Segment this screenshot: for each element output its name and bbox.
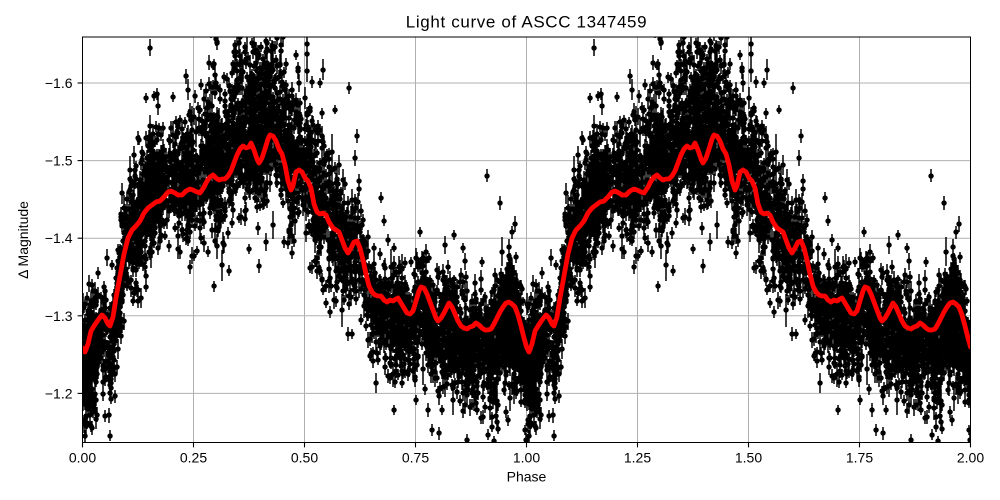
svg-text:2.00: 2.00 bbox=[957, 450, 984, 466]
svg-text:0.25: 0.25 bbox=[180, 450, 207, 466]
svg-text:−1.2: −1.2 bbox=[45, 385, 73, 401]
svg-text:1.75: 1.75 bbox=[846, 450, 873, 466]
svg-text:0.75: 0.75 bbox=[402, 450, 429, 466]
svg-text:Δ Magnitude: Δ Magnitude bbox=[15, 201, 31, 279]
svg-text:1.25: 1.25 bbox=[624, 450, 651, 466]
svg-text:1.50: 1.50 bbox=[735, 450, 762, 466]
svg-text:−1.5: −1.5 bbox=[45, 153, 73, 169]
svg-text:0.50: 0.50 bbox=[291, 450, 318, 466]
svg-text:−1.6: −1.6 bbox=[45, 75, 73, 91]
svg-text:−1.4: −1.4 bbox=[45, 230, 73, 246]
svg-text:Light curve of ASCC 1347459: Light curve of ASCC 1347459 bbox=[406, 13, 648, 32]
svg-text:1.00: 1.00 bbox=[513, 450, 540, 466]
svg-text:0.00: 0.00 bbox=[69, 450, 96, 466]
svg-text:−1.3: −1.3 bbox=[45, 308, 73, 324]
svg-text:Phase: Phase bbox=[507, 469, 547, 485]
